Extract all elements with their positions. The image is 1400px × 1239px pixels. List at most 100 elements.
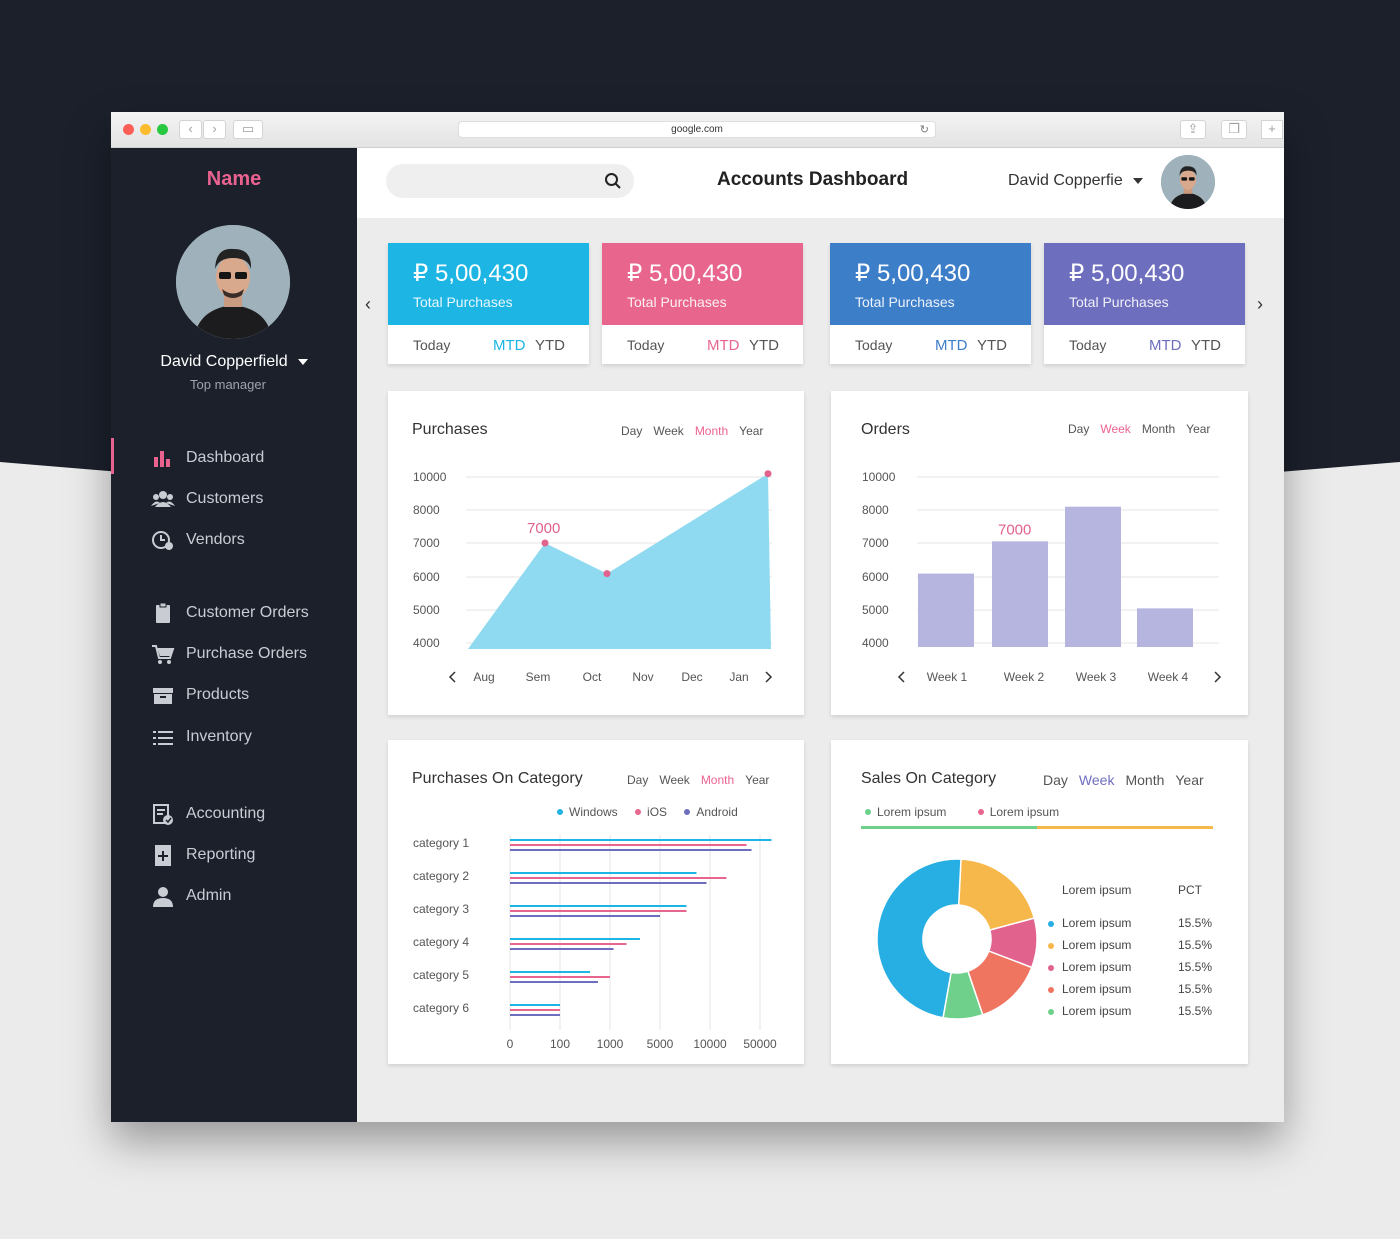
period-mtd[interactable]: MTD: [935, 337, 968, 354]
tab-day[interactable]: Day: [627, 773, 649, 787]
chevron-down-icon[interactable]: [297, 358, 308, 365]
close-window-button[interactable]: [123, 124, 134, 135]
item-name: Lorem ipsum: [1062, 1004, 1132, 1018]
period-ytd[interactable]: YTD: [977, 337, 1007, 354]
period-mtd[interactable]: MTD: [707, 337, 740, 354]
bar[interactable]: [510, 971, 590, 973]
bar[interactable]: [510, 872, 697, 874]
period-mtd[interactable]: MTD: [1149, 337, 1182, 354]
stat-card[interactable]: ₽ 5,00,430 Total Purchases Today MTD YTD: [388, 243, 589, 364]
bar[interactable]: [510, 839, 772, 841]
chart-prev-arrow[interactable]: [897, 671, 905, 683]
user-menu[interactable]: David Copperfie: [1008, 172, 1143, 190]
bar[interactable]: [510, 1014, 560, 1016]
chart-prev-arrow[interactable]: [448, 671, 456, 683]
tab-week[interactable]: Week: [1078, 772, 1115, 788]
sidebar-item-reporting[interactable]: Reporting: [151, 842, 255, 868]
tab-month[interactable]: Month: [694, 424, 729, 438]
users-icon: [151, 488, 175, 510]
chevron-down-icon[interactable]: [1132, 177, 1143, 184]
x-tick-label: Week 2: [1004, 670, 1045, 684]
sidebar-toggle-icon[interactable]: ▭: [233, 120, 263, 139]
sidebar-item-inventory[interactable]: Inventory: [151, 724, 252, 750]
bar[interactable]: [510, 943, 627, 945]
period-today[interactable]: Today: [1069, 337, 1107, 353]
header-avatar[interactable]: [1161, 155, 1215, 209]
bar[interactable]: [510, 882, 707, 884]
period-ytd[interactable]: YTD: [535, 337, 565, 354]
pie-slice[interactable]: [957, 858, 1036, 932]
bar[interactable]: [510, 844, 747, 846]
tab-week[interactable]: Week: [1100, 422, 1131, 436]
tab-month[interactable]: Month: [700, 773, 735, 787]
sidebar-user-name[interactable]: David Copperfield: [111, 353, 357, 371]
bar[interactable]: [1065, 506, 1121, 647]
stat-card[interactable]: ₽ 5,00,430 Total Purchases Today MTD YTD: [830, 243, 1031, 364]
period-tabs: Day Week Month Year: [616, 773, 769, 787]
bar[interactable]: [510, 877, 727, 879]
period-ytd[interactable]: YTD: [1191, 337, 1221, 354]
sidebar-item-customers[interactable]: Customers: [151, 486, 263, 512]
search-icon[interactable]: [604, 172, 622, 190]
reload-icon[interactable]: ↻: [919, 124, 929, 136]
period-today[interactable]: Today: [413, 337, 451, 353]
data-point[interactable]: [541, 539, 549, 547]
tabs-icon[interactable]: ❐: [1221, 120, 1247, 139]
maximize-window-button[interactable]: [157, 124, 168, 135]
bar[interactable]: [510, 905, 687, 907]
stats-prev-button[interactable]: ‹: [365, 294, 371, 314]
bar[interactable]: [510, 915, 660, 917]
sidebar-item-vendors[interactable]: Vendors: [151, 527, 245, 553]
minimize-window-button[interactable]: [140, 124, 151, 135]
y-tick-label: category 2: [413, 869, 469, 883]
share-icon[interactable]: ⇪: [1180, 120, 1206, 139]
tab-year[interactable]: Year: [745, 773, 770, 787]
address-bar[interactable]: google.com ↻: [458, 121, 936, 138]
bar[interactable]: [510, 938, 640, 940]
tab-week[interactable]: Week: [659, 773, 690, 787]
sidebar-item-customer-orders[interactable]: Customer Orders: [151, 600, 309, 626]
sidebar-item-admin[interactable]: Admin: [151, 883, 231, 909]
tab-month[interactable]: Month: [1125, 772, 1165, 788]
stat-card[interactable]: ₽ 5,00,430 Total Purchases Today MTD YTD: [1044, 243, 1245, 364]
search-input[interactable]: [386, 164, 634, 198]
bar[interactable]: [510, 1004, 560, 1006]
tab-month[interactable]: Month: [1141, 422, 1176, 436]
data-point[interactable]: [764, 470, 772, 478]
bar[interactable]: [918, 573, 974, 647]
tab-week[interactable]: Week: [653, 424, 684, 438]
bar[interactable]: [1137, 608, 1193, 647]
bar[interactable]: [510, 981, 598, 983]
tab-day[interactable]: Day: [1043, 772, 1068, 788]
new-tab-button[interactable]: +: [1261, 120, 1283, 139]
stats-next-button[interactable]: ›: [1257, 294, 1263, 314]
data-point[interactable]: [603, 570, 611, 578]
sidebar-item-dashboard[interactable]: Dashboard: [151, 445, 264, 471]
bar[interactable]: [510, 849, 752, 851]
tab-year[interactable]: Year: [739, 424, 764, 438]
tab-day[interactable]: Day: [1068, 422, 1090, 436]
period-today[interactable]: Today: [627, 337, 665, 353]
sidebar-item-purchase-orders[interactable]: Purchase Orders: [151, 641, 307, 667]
bar[interactable]: [510, 1009, 560, 1011]
avatar[interactable]: [176, 225, 290, 339]
back-button[interactable]: ‹: [179, 120, 202, 139]
tab-year[interactable]: Year: [1186, 422, 1211, 436]
pie-slice[interactable]: [876, 858, 962, 1019]
forward-button[interactable]: ›: [203, 120, 226, 139]
stat-card[interactable]: ₽ 5,00,430 Total Purchases Today MTD YTD: [602, 243, 803, 364]
bar[interactable]: [510, 948, 614, 950]
period-mtd[interactable]: MTD: [493, 337, 526, 354]
tab-day[interactable]: Day: [621, 424, 643, 438]
bar[interactable]: [992, 541, 1048, 647]
chart-next-arrow[interactable]: [1214, 671, 1222, 683]
tab-year[interactable]: Year: [1175, 772, 1204, 788]
sidebar-item-products[interactable]: Products: [151, 682, 249, 708]
period-ytd[interactable]: YTD: [749, 337, 779, 354]
card-title: Purchases: [412, 421, 488, 438]
sidebar-item-accounting[interactable]: Accounting: [151, 801, 265, 827]
chart-next-arrow[interactable]: [765, 671, 773, 683]
bar[interactable]: [510, 910, 687, 912]
period-today[interactable]: Today: [855, 337, 893, 353]
bar[interactable]: [510, 976, 610, 978]
